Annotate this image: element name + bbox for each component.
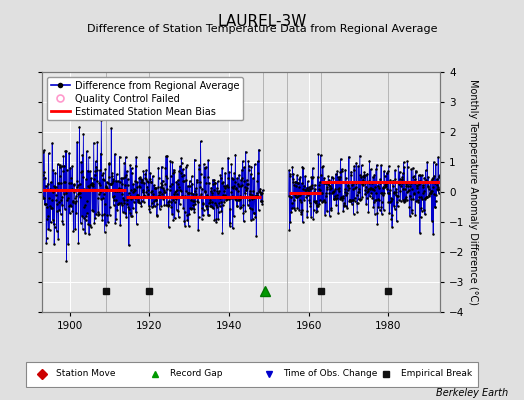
Text: Empirical Break: Empirical Break <box>400 370 472 378</box>
Text: LAUREL-3W: LAUREL-3W <box>217 14 307 29</box>
Text: Berkeley Earth: Berkeley Earth <box>436 388 508 398</box>
Text: Difference of Station Temperature Data from Regional Average: Difference of Station Temperature Data f… <box>87 24 437 34</box>
Y-axis label: Monthly Temperature Anomaly Difference (°C): Monthly Temperature Anomaly Difference (… <box>468 79 478 305</box>
Text: Time of Obs. Change: Time of Obs. Change <box>283 370 377 378</box>
Text: Record Gap: Record Gap <box>170 370 222 378</box>
FancyBboxPatch shape <box>26 362 478 386</box>
Legend: Difference from Regional Average, Quality Control Failed, Estimated Station Mean: Difference from Regional Average, Qualit… <box>47 77 243 120</box>
Text: Station Move: Station Move <box>57 370 116 378</box>
